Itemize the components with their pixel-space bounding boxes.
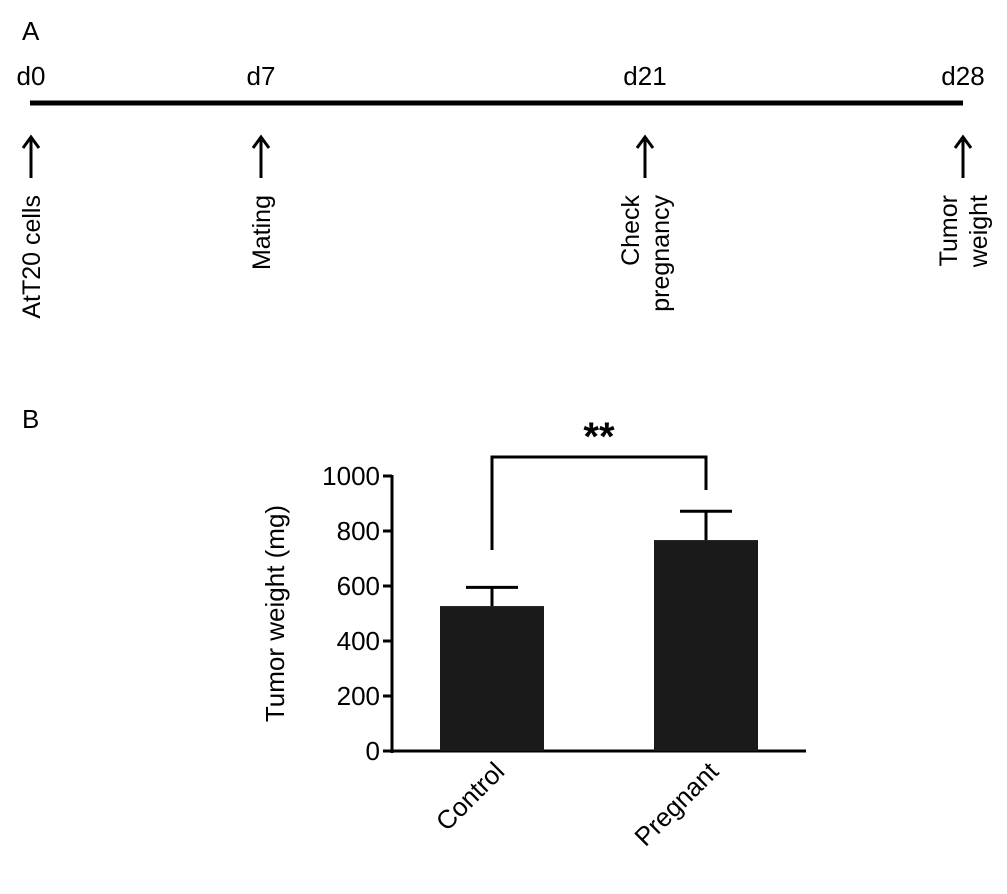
timeline-event-label: weight	[965, 195, 993, 268]
x-tick-label: Control	[430, 756, 510, 836]
bar	[654, 540, 758, 751]
y-tick-label: 0	[366, 736, 380, 766]
y-tick-label: 600	[337, 571, 380, 601]
timeline-event: d28 Tumor weight	[935, 61, 993, 268]
x-tick-label: Pregnant	[628, 755, 724, 851]
significance-bracket	[490, 455, 708, 550]
significance-label: **	[583, 415, 615, 459]
up-arrow-head	[635, 134, 655, 149]
timeline-event: d21 Check pregnancy	[617, 61, 675, 312]
up-arrow-head	[953, 134, 973, 149]
bar-chart: 0 200 400 600 800 1000 Tumor weight (mg) Contro…	[260, 415, 806, 852]
panel-a: A d0 AtT20 cells d7 Mating d21 Check pregnancy…	[17, 16, 993, 319]
timeline-event: d0 AtT20 cells	[17, 61, 46, 319]
y-tick-label: 1000	[322, 461, 380, 491]
up-arrow-head	[251, 134, 271, 149]
timeline-event-label: Check	[617, 195, 645, 266]
timeline-event: d7 Mating	[247, 61, 276, 270]
up-arrow-head	[21, 134, 41, 149]
panel-a-label: A	[22, 16, 40, 46]
timeline-event-label: Tumor	[935, 195, 963, 266]
timeline-day-label: d21	[623, 61, 666, 91]
timeline-event-label: AtT20 cells	[18, 195, 46, 319]
panel-b-label: B	[22, 404, 39, 434]
timeline-event-label: pregnancy	[647, 195, 675, 312]
timeline-day-label: d7	[247, 61, 276, 91]
y-tick-label: 800	[337, 516, 380, 546]
y-axis-title: Tumor weight (mg)	[260, 505, 290, 722]
y-tick-label: 200	[337, 681, 380, 711]
timeline-event-label: Mating	[248, 195, 276, 270]
y-tick-label: 400	[337, 626, 380, 656]
bar	[440, 606, 544, 751]
timeline-day-label: d28	[941, 61, 984, 91]
timeline-day-label: d0	[17, 61, 46, 91]
panel-b: B 0 200 400 600 800 1000 Tumor weight (mg) Cont…	[22, 404, 806, 852]
